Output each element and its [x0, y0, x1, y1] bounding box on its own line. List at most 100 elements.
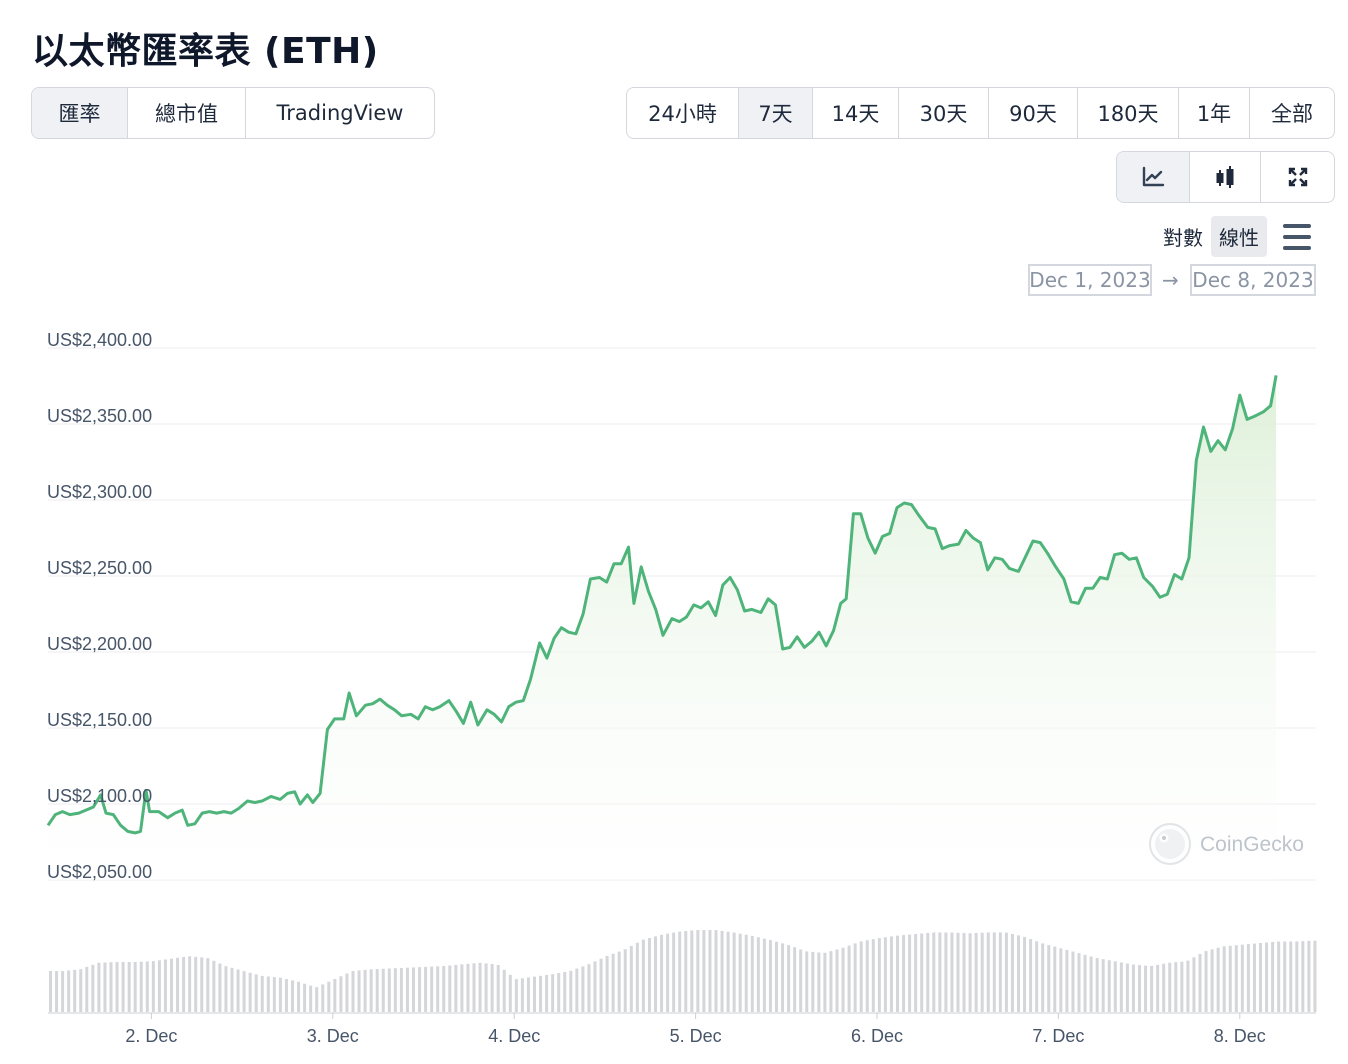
date-to-input[interactable]: Dec 8, 2023 [1190, 264, 1316, 296]
line-chart-icon [1142, 166, 1165, 187]
y-tick-label: US$2,150.00 [47, 710, 152, 730]
volume-bar [345, 973, 349, 1012]
price-chart[interactable]: US$2,400.00 US$2,350.00 US$2,300.00 US$2,25… [0, 300, 1348, 1064]
volume-bar [1131, 964, 1135, 1012]
volume-bar [926, 932, 930, 1012]
volume-bar [938, 932, 942, 1012]
range-7d[interactable]: 7天 [739, 88, 813, 138]
volume-bar [351, 970, 355, 1012]
range-14d[interactable]: 14天 [813, 88, 899, 138]
volume-bar [339, 976, 343, 1012]
range-1y[interactable]: 1年 [1179, 88, 1250, 138]
volume-bar [672, 932, 676, 1012]
volume-bar [962, 933, 966, 1012]
volume-bar [575, 968, 579, 1012]
volume-bar [720, 930, 724, 1012]
volume-bar [1259, 943, 1262, 1012]
view-tabs: 匯率 總市值 TradingView [31, 87, 435, 139]
fullscreen-button[interactable] [1261, 152, 1334, 202]
volume-bar [726, 931, 730, 1012]
y-tick-label: US$2,350.00 [47, 406, 152, 426]
tab-price[interactable]: 匯率 [32, 88, 128, 138]
volume-bar [611, 953, 615, 1012]
volume-bar [260, 975, 264, 1012]
volume-bar [1113, 961, 1117, 1012]
volume-bar [1186, 960, 1190, 1012]
volume-bar [1168, 962, 1172, 1012]
volume-bar [284, 979, 288, 1012]
volume-bar [853, 943, 857, 1012]
volume-bar [841, 947, 845, 1012]
volume-bar [1119, 962, 1123, 1012]
range-90d[interactable]: 90天 [989, 88, 1078, 138]
volume-bar [303, 983, 307, 1012]
volume-bar [1053, 946, 1057, 1012]
volume-bar [539, 975, 543, 1012]
volume-bar [478, 962, 482, 1012]
y-tick-label: US$2,200.00 [47, 634, 152, 654]
volume-bar [581, 966, 585, 1012]
volume-bar [442, 966, 446, 1012]
volume-bars [49, 930, 1317, 1012]
volume-bar [702, 930, 706, 1012]
volume-bar [1313, 940, 1317, 1012]
volume-bar [641, 939, 645, 1012]
volume-bar [1222, 946, 1226, 1012]
scale-log-option[interactable]: 對數 [1163, 226, 1203, 250]
line-chart-button[interactable] [1117, 152, 1190, 202]
hamburger-menu-icon[interactable] [1283, 223, 1311, 250]
scale-linear-option[interactable]: 線性 [1211, 216, 1267, 257]
volume-bar [1101, 959, 1105, 1012]
volume-bar [91, 964, 95, 1012]
volume-bar [97, 962, 101, 1012]
tab-tradingview[interactable]: TradingView [276, 101, 404, 125]
volume-bar [1277, 941, 1281, 1012]
volume-bar [944, 932, 948, 1012]
volume-bar [315, 987, 319, 1012]
volume-bar [1204, 951, 1208, 1012]
volume-bar [896, 935, 899, 1012]
volume-bar [405, 967, 409, 1012]
volume-bar [224, 966, 228, 1012]
volume-bar [696, 930, 700, 1012]
volume-bar [660, 934, 664, 1012]
volume-bar [448, 965, 452, 1012]
volume-bar [587, 964, 591, 1012]
volume-bar [1192, 957, 1196, 1012]
volume-bar [805, 951, 809, 1012]
tab-market-cap[interactable]: 總市值 [128, 88, 246, 138]
volume-bar [157, 960, 161, 1012]
volume-bar [787, 945, 791, 1012]
date-from-input[interactable]: Dec 1, 2023 [1028, 264, 1152, 296]
fullscreen-icon [1288, 167, 1307, 187]
candlestick-button[interactable] [1190, 152, 1261, 202]
volume-bar [1271, 941, 1275, 1012]
range-180d[interactable]: 180天 [1078, 88, 1179, 138]
volume-bar [623, 949, 627, 1012]
volume-bar [762, 938, 766, 1012]
page-title: 以太幣匯率表 (ETH) [32, 31, 379, 72]
volume-bar [563, 971, 567, 1012]
volume-bar [1307, 940, 1311, 1012]
volume-bar [514, 979, 518, 1012]
range-24h[interactable]: 24小時 [627, 88, 739, 138]
range-30d[interactable]: 30天 [899, 88, 989, 138]
volume-bar [920, 933, 924, 1012]
volume-bar [115, 961, 119, 1012]
volume-bar [1095, 958, 1099, 1012]
volume-bar [363, 969, 367, 1012]
volume-bar [956, 932, 960, 1012]
volume-bar [61, 970, 65, 1012]
volume-bar [1246, 944, 1250, 1012]
volume-bar [1125, 963, 1129, 1012]
volume-bar [980, 932, 984, 1012]
price-area [48, 375, 1277, 880]
volume-bar [1228, 945, 1232, 1012]
volume-bar [67, 970, 71, 1012]
volume-bar [1289, 941, 1293, 1012]
range-all[interactable]: 全部 [1271, 102, 1313, 126]
x-tick-label: 3. Dec [307, 1026, 359, 1046]
volume-bar [85, 967, 89, 1012]
volume-bar [1004, 932, 1008, 1012]
volume-bar [647, 938, 651, 1012]
